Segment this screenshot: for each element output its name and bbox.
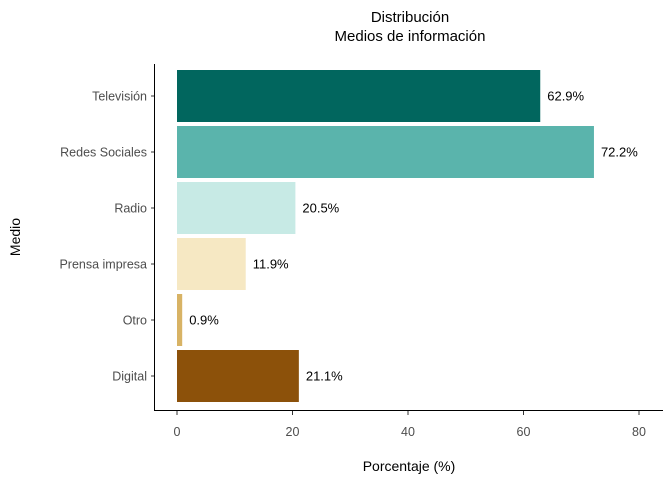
bar-televisi-n bbox=[177, 70, 541, 122]
chart-title: Distribución bbox=[371, 9, 449, 26]
bar-value-label: 20.5% bbox=[302, 201, 339, 216]
x-tick-label: 20 bbox=[286, 425, 300, 439]
bar-redes-sociales bbox=[177, 126, 594, 178]
bar-value-label: 72.2% bbox=[601, 145, 638, 160]
bar-labels-group: 62.9% 72.2% 20.5% 11.9% 0.9% 21.1% bbox=[189, 89, 638, 384]
y-tick-label: Digital bbox=[112, 369, 147, 383]
x-axis-ticks: 0 20 40 60 80 bbox=[174, 411, 646, 439]
y-tick-label: Otro bbox=[123, 313, 147, 327]
chart-subtitle: Medios de información bbox=[335, 28, 486, 45]
bar-value-label: 62.9% bbox=[547, 89, 584, 104]
y-tick-label: Redes Sociales bbox=[60, 145, 147, 159]
bars-group bbox=[177, 70, 594, 402]
x-tick-label: 80 bbox=[632, 425, 646, 439]
bar-value-label: 0.9% bbox=[189, 313, 219, 328]
y-axis-title: Medio bbox=[7, 218, 23, 256]
y-tick-labels: Televisión Redes Sociales Radio Prensa impr… bbox=[59, 89, 154, 383]
x-axis-title: Porcentaje (%) bbox=[363, 458, 456, 474]
bar-radio bbox=[177, 182, 296, 234]
bar-prensa-impresa bbox=[177, 238, 246, 290]
bar-otro bbox=[177, 294, 183, 346]
y-tick-label: Radio bbox=[114, 201, 147, 215]
x-tick-label: 40 bbox=[401, 425, 415, 439]
bar-value-label: 21.1% bbox=[306, 369, 343, 384]
x-tick-label: 0 bbox=[174, 425, 181, 439]
y-tick-label: Televisión bbox=[92, 89, 147, 103]
bar-value-label: 11.9% bbox=[253, 257, 289, 272]
bar-digital bbox=[177, 350, 299, 402]
x-tick-label: 60 bbox=[517, 425, 531, 439]
y-tick-label: Prensa impresa bbox=[59, 257, 147, 271]
